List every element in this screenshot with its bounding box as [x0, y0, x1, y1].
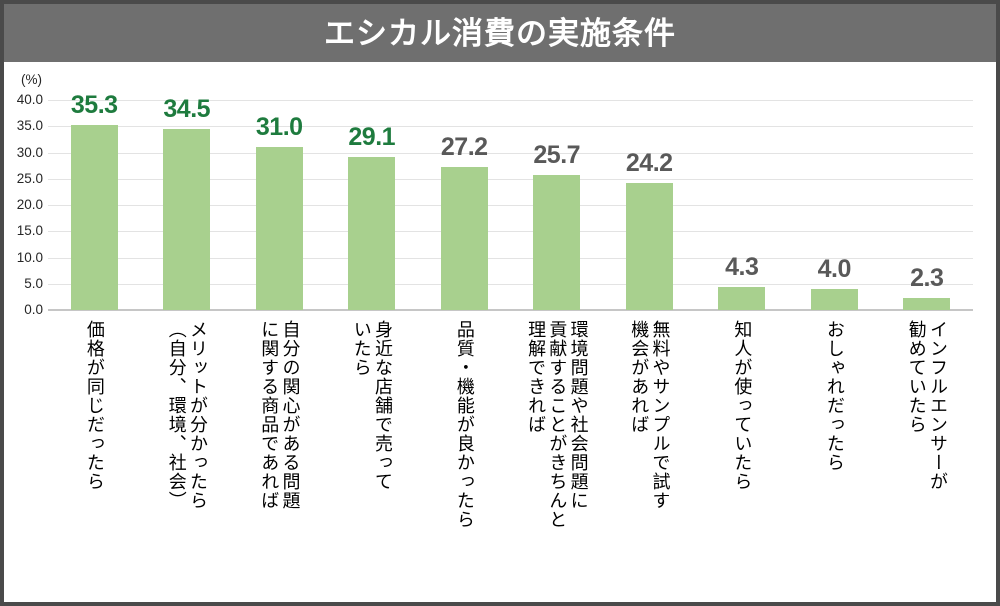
bar — [163, 128, 211, 310]
bar-value-label: 27.2 — [440, 133, 488, 162]
category-label-cell: 品質・機能が良かったら — [418, 320, 511, 602]
category-label-cell: 自分の関心がある問題 に関する商品であれば — [233, 320, 326, 602]
gridline — [48, 283, 973, 285]
y-axis-tick-label: 35.0 — [16, 118, 43, 134]
bar — [903, 297, 951, 310]
category-label: 自分の関心がある問題 に関する商品であれば — [259, 320, 301, 510]
bar — [70, 124, 118, 310]
category-label: メリットが分かったら （自分、環境、社会） — [166, 320, 208, 510]
y-axis-tick-label: 40.0 — [16, 92, 43, 107]
category-label-cell: 身近な店舗で売って いたら — [326, 320, 419, 602]
bar — [255, 147, 303, 310]
y-axis-tick-label: 30.0 — [16, 144, 43, 160]
category-label-cell: インフルエンサーが 勧めていたら — [881, 320, 974, 602]
y-axis-tick-label: 5.0 — [24, 275, 43, 291]
chart-title: エシカル消費の実施条件 — [324, 15, 676, 51]
category-label: 品質・機能が良かったら — [454, 320, 475, 529]
gridline — [48, 257, 973, 259]
bar-column: 31.0 — [233, 100, 326, 310]
bar-column: 25.7 — [511, 100, 604, 310]
gridline — [48, 205, 973, 206]
bar-column: 4.3 — [696, 100, 789, 310]
bar-value-label: 34.5 — [163, 94, 211, 123]
category-label-cell: メリットが分かったら （自分、環境、社会） — [141, 320, 234, 602]
gridline — [48, 126, 973, 128]
category-label-cell: 知人が使っていたら — [696, 320, 789, 602]
category-label: インフルエンサーが 勧めていたら — [906, 320, 948, 491]
y-axis-tick-label: 20.0 — [16, 197, 43, 212]
category-label: 環境問題や社会問題に 貢献することがきちんと 理解できれば — [526, 320, 589, 529]
category-label: 知人が使っていたら — [732, 320, 753, 491]
bar-value-label: 25.7 — [533, 141, 581, 170]
bar — [533, 175, 581, 310]
y-axis-tick-label: 15.0 — [16, 223, 43, 239]
category-axis: 価格が同じだったら メリットが分かったら （自分、環境、社会） 自分の関心がある問題… — [48, 310, 973, 602]
bar — [625, 182, 673, 310]
bar — [718, 287, 766, 310]
bar-value-label: 35.3 — [70, 90, 118, 119]
bar-value-label: 4.3 — [725, 253, 759, 282]
bar-column: 2.3 — [881, 100, 974, 310]
bar-value-label: 29.1 — [348, 123, 396, 152]
title-banner: エシカル消費の実施条件 — [4, 4, 996, 62]
category-label-cell: 無料やサンプルで試す 機会があれば — [603, 320, 696, 602]
category-label: 価格が同じだったら — [84, 320, 105, 491]
x-axis-baseline — [48, 309, 973, 311]
gridline — [48, 100, 973, 101]
category-label: 身近な店舗で売って いたら — [351, 320, 393, 491]
category-label: おしゃれだったら — [824, 320, 845, 472]
y-axis-tick-label: 10.0 — [16, 249, 43, 265]
bar-value-label: 4.0 — [817, 255, 852, 283]
bar — [440, 167, 488, 310]
category-label-cell: おしゃれだったら — [788, 320, 881, 602]
bar-column: 27.2 — [418, 100, 511, 310]
gridline — [48, 178, 973, 180]
plot-area: (%) 40.0 35.0 30.0 25.0 20.0 15.0 10.0 5.0 0.0 35… — [17, 72, 974, 317]
bar-column: 24.2 — [603, 100, 696, 310]
bar — [810, 289, 858, 310]
category-label: 無料やサンプルで試す 機会があれば — [629, 320, 671, 510]
bar — [348, 157, 396, 310]
y-axis-tick-label: 0.0 — [24, 302, 43, 317]
bar-value-label: 24.2 — [625, 148, 673, 177]
bar-value-label: 31.0 — [255, 113, 303, 142]
bar-value-label: 2.3 — [910, 263, 944, 292]
gridline — [48, 152, 973, 154]
y-axis-unit-label: (%) — [21, 72, 42, 87]
gridline — [48, 231, 973, 233]
bar-column: 29.1 — [326, 100, 419, 310]
category-label-cell: 価格が同じだったら — [48, 320, 141, 602]
y-axis-tick-label: 25.0 — [16, 170, 43, 186]
category-label-cell: 環境問題や社会問題に 貢献することがきちんと 理解できれば — [511, 320, 604, 602]
bar-column: 34.5 — [141, 94, 234, 310]
bar-column: 35.3 — [48, 92, 141, 310]
bar-column: 4.0 — [788, 100, 881, 310]
